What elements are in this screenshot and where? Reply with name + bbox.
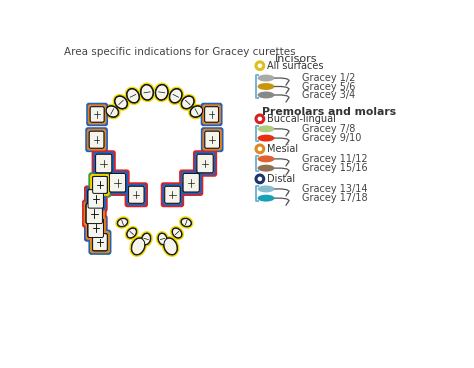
Text: Buccal-lingual: Buccal-lingual xyxy=(267,114,336,124)
Ellipse shape xyxy=(257,185,274,192)
FancyBboxPatch shape xyxy=(92,234,107,251)
Ellipse shape xyxy=(257,155,274,162)
Text: Gracey 7/8: Gracey 7/8 xyxy=(302,124,356,134)
FancyBboxPatch shape xyxy=(92,176,107,194)
Circle shape xyxy=(256,62,264,70)
FancyBboxPatch shape xyxy=(86,204,102,224)
Text: Gracey 1/2: Gracey 1/2 xyxy=(302,73,356,83)
FancyBboxPatch shape xyxy=(128,186,144,203)
FancyBboxPatch shape xyxy=(183,173,199,192)
FancyBboxPatch shape xyxy=(92,176,107,194)
Ellipse shape xyxy=(182,96,194,109)
Text: Incisors: Incisors xyxy=(274,54,317,64)
Text: Area specific indications for Gracey curettes: Area specific indications for Gracey cur… xyxy=(64,47,295,57)
Ellipse shape xyxy=(257,92,274,99)
Circle shape xyxy=(256,175,264,183)
Ellipse shape xyxy=(127,228,137,238)
FancyBboxPatch shape xyxy=(205,131,219,148)
Circle shape xyxy=(256,115,264,123)
Ellipse shape xyxy=(257,75,274,81)
FancyBboxPatch shape xyxy=(90,107,104,122)
Text: Gracey 13/14: Gracey 13/14 xyxy=(302,184,368,194)
Text: Gracey 9/10: Gracey 9/10 xyxy=(302,133,362,143)
FancyBboxPatch shape xyxy=(109,173,126,192)
Ellipse shape xyxy=(132,238,145,255)
FancyBboxPatch shape xyxy=(96,154,112,173)
Ellipse shape xyxy=(118,219,128,226)
Ellipse shape xyxy=(115,96,127,109)
FancyBboxPatch shape xyxy=(205,107,219,122)
Ellipse shape xyxy=(257,83,274,90)
FancyBboxPatch shape xyxy=(197,154,213,173)
Ellipse shape xyxy=(191,106,202,117)
Ellipse shape xyxy=(142,233,150,244)
Text: Premolars and molars: Premolars and molars xyxy=(262,106,396,117)
Ellipse shape xyxy=(158,233,167,244)
FancyBboxPatch shape xyxy=(88,190,103,208)
Ellipse shape xyxy=(257,135,274,142)
Text: Gracey 5/6: Gracey 5/6 xyxy=(302,81,356,92)
Ellipse shape xyxy=(155,85,168,100)
Circle shape xyxy=(256,145,264,153)
Ellipse shape xyxy=(106,106,118,117)
Text: Gracey 11/12: Gracey 11/12 xyxy=(302,154,368,164)
FancyBboxPatch shape xyxy=(88,190,103,208)
Ellipse shape xyxy=(257,125,274,132)
FancyBboxPatch shape xyxy=(88,219,103,237)
Text: Gracey 15/16: Gracey 15/16 xyxy=(302,163,368,173)
FancyBboxPatch shape xyxy=(89,131,104,148)
Ellipse shape xyxy=(173,228,182,238)
Text: Distal: Distal xyxy=(267,174,295,184)
Text: Gracey 3/4: Gracey 3/4 xyxy=(302,90,356,100)
Text: Gracey 17/18: Gracey 17/18 xyxy=(302,193,368,203)
FancyBboxPatch shape xyxy=(92,234,107,251)
Ellipse shape xyxy=(257,164,274,171)
Ellipse shape xyxy=(182,219,191,226)
FancyBboxPatch shape xyxy=(88,219,103,237)
Ellipse shape xyxy=(164,238,177,255)
FancyBboxPatch shape xyxy=(165,186,180,203)
FancyBboxPatch shape xyxy=(86,204,102,224)
Text: Mesial: Mesial xyxy=(267,144,298,154)
Ellipse shape xyxy=(141,85,153,100)
Text: All surfaces: All surfaces xyxy=(267,61,323,71)
Ellipse shape xyxy=(127,89,139,103)
Ellipse shape xyxy=(170,89,182,103)
Ellipse shape xyxy=(257,195,274,202)
